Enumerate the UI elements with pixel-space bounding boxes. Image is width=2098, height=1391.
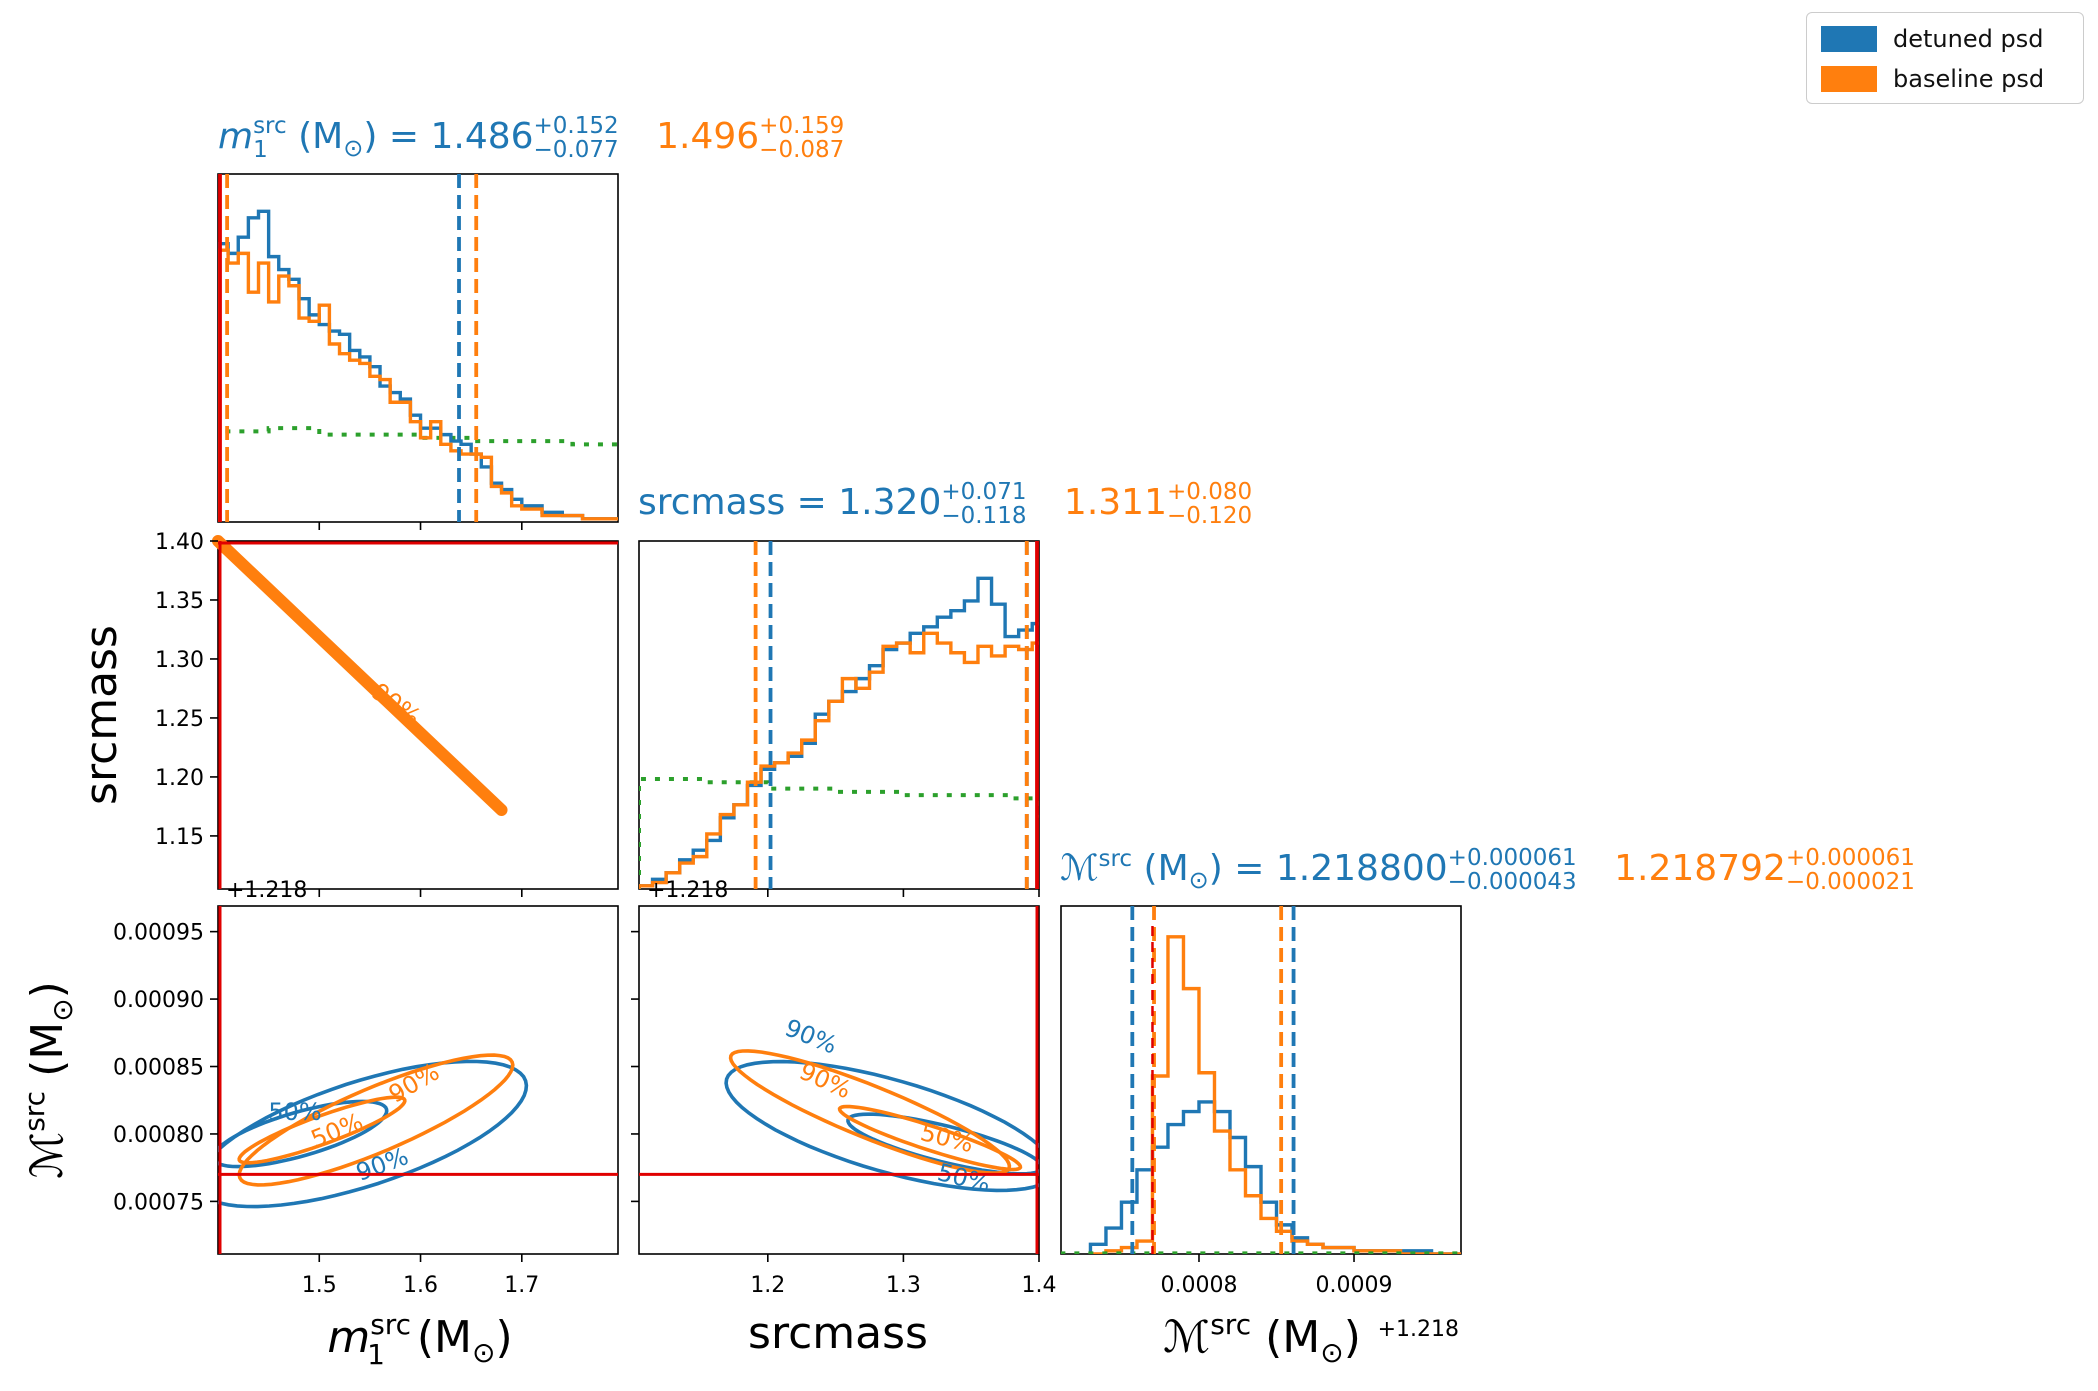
cc-xtick-label-1: 0.0009 [1316,1273,1393,1298]
m1-mchirp-detuned-label-90: 90% [352,1142,412,1187]
smc-xtick-label-0: 1.2 [750,1273,785,1298]
title-m1-eq: = [388,116,420,157]
title-m1-sup: src [253,113,287,139]
ms-offset-text: +1.218 [226,878,307,903]
title-m1-baseline-minus: −0.087 [759,137,845,163]
title-mchirp-symbol: ℳ [1060,848,1099,889]
cc-xtick-label-0: 0.0008 [1160,1273,1237,1298]
legend-item-baseline: baseline psd [1821,61,2044,97]
title-mchirp-detuned-plus: +0.000061 [1447,845,1577,871]
title-srcmass-baseline-plus: +0.080 [1166,479,1253,505]
title-srcmass-eq: = [796,482,827,523]
srcmass-ylabel: srcmass [76,625,127,805]
title-m1: m src 1 (M⊙) = 1.486 +0.152 −0.077 1.496 +0.1… [218,114,844,162]
ss-mchirp-detuned-label-90: 90% [781,1014,841,1060]
legend-item-detuned: detuned psd [1821,21,2043,57]
srcmass-xlabel: srcmass [748,1308,928,1359]
ss-mchirp-detuned-contour-90 [724,1059,1039,1193]
title-mchirp-sup: src [1098,846,1133,872]
legend: detuned psd baseline psd [1806,12,2084,104]
title-srcmass-baseline-minus: −0.120 [1166,503,1253,529]
mc-ytick-label-3: 0.00090 [113,988,204,1013]
ss-detuned-hist [639,576,1039,889]
m1-hist-frame [217,173,619,523]
m1-prior-hist [218,426,618,522]
ss-offset-text: +1.218 [647,878,728,903]
mc-ytick-label-2: 0.00085 [113,1056,204,1081]
ms-ytick-label-2: 1.25 [155,707,204,732]
title-m1-baseline-plus: +0.159 [759,113,845,139]
title-srcmass-label: srcmass [638,482,786,523]
title-mchirp-unit: (M [1143,848,1189,889]
legend-label-baseline: baseline psd [1893,65,2045,93]
cc-offset-text: +1.218 [1378,1317,1459,1342]
title-srcmass: srcmass = 1.320 +0.071 −0.118 1.311 +0.080−… [638,480,1252,528]
title-m1-detuned-plus: +0.152 [533,113,619,139]
title-m1-baseline-value: 1.496 [656,116,760,157]
title-srcmass-detuned-plus: +0.071 [941,479,1027,505]
smc-xtick-label-2: 1.4 [1022,1273,1057,1298]
ss-baseline-hist [639,631,1039,889]
legend-swatch-detuned [1821,26,1877,52]
m1-mchirp-frame [217,905,619,1255]
legend-label-detuned: detuned psd [1893,25,2044,53]
m1-mchirp-detuned-contour-90 [218,1059,529,1209]
title-m1-sub: 1 [253,137,268,163]
title-mchirp-detuned-value: 1.218800 [1275,848,1448,889]
ms-ytick-label-5: 1.40 [155,530,204,555]
cc-baseline-hist [1090,935,1461,1254]
title-srcmass-detuned-minus: −0.118 [941,503,1027,529]
title-srcmass-baseline-value: 1.311 [1063,482,1167,523]
title-mchirp-baseline-minus: −0.000021 [1785,869,1915,895]
legend-swatch-baseline [1821,66,1877,92]
m1-mchirp-baseline-contour-50 [237,1095,407,1165]
ms-ytick-label-1: 1.20 [155,766,204,791]
ss-mchirp-baseline-contour-90 [728,1049,1012,1175]
mchirp-ylabel: ℳsrc (M⊙) [18,981,79,1179]
ss-mchirp-baseline-label-50: 50% [918,1118,977,1158]
title-mchirp-eq: = [1234,848,1265,889]
m1-detuned-hist [218,209,618,522]
title-m1-symbol: m [218,116,254,157]
ms-ytick-label-0: 1.15 [155,825,204,850]
srcmass-hist-frame [638,540,1040,890]
mc-xtick-label-1: 1.6 [403,1273,438,1298]
mchirp-xlabel: ℳsrc (M⊙) [1163,1308,1361,1369]
m1-mchirp-detuned-label-50: 50% [268,1098,321,1126]
title-m1-unit-close: ) [363,116,378,157]
title-mchirp-unit-sub: ⊙ [1188,866,1209,894]
title-m1-unit-sub: ⊙ [343,134,364,162]
ms-ytick-label-3: 1.30 [155,648,204,673]
title-m1-detuned-value: 1.486 [430,116,534,157]
m1-xlabel: msrc 1 (M⊙) [327,1308,512,1371]
smc-xtick-label-1: 1.3 [886,1273,921,1298]
title-m1-detuned-minus: −0.077 [533,137,619,163]
mc-xtick-label-2: 1.7 [504,1273,539,1298]
title-mchirp-detuned-minus: −0.000043 [1447,869,1577,895]
ss-prior-hist [639,776,1039,889]
title-mchirp-baseline-plus: +0.000061 [1785,845,1915,871]
title-srcmass-detuned-value: 1.320 [838,482,942,523]
m1-baseline-hist [218,248,618,522]
title-mchirp: ℳsrc (M⊙) = 1.218800 +0.000061 −0.000043 1… [1060,846,1915,894]
title-mchirp-baseline-value: 1.218792 [1614,848,1786,889]
mc-ytick-label-4: 0.00095 [113,921,204,946]
srcmass-mchirp-frame [638,905,1040,1255]
m1-srcmass-frame [217,540,619,890]
title-mchirp-unit-close: ) [1208,848,1223,889]
cc-prior-hist [1061,1251,1461,1254]
title-m1-unit: (M [298,116,344,157]
ss-mchirp-baseline-contour-50 [837,1104,1023,1172]
mc-ytick-label-1: 0.00080 [113,1123,204,1148]
m1-srcmass-contour-90 [212,535,508,816]
m1-mchirp-baseline-contour-90 [237,1053,515,1187]
mc-ytick-label-0: 0.00075 [113,1190,204,1215]
mc-xtick-label-0: 1.5 [302,1273,337,1298]
ms-ytick-label-4: 1.35 [155,589,204,614]
